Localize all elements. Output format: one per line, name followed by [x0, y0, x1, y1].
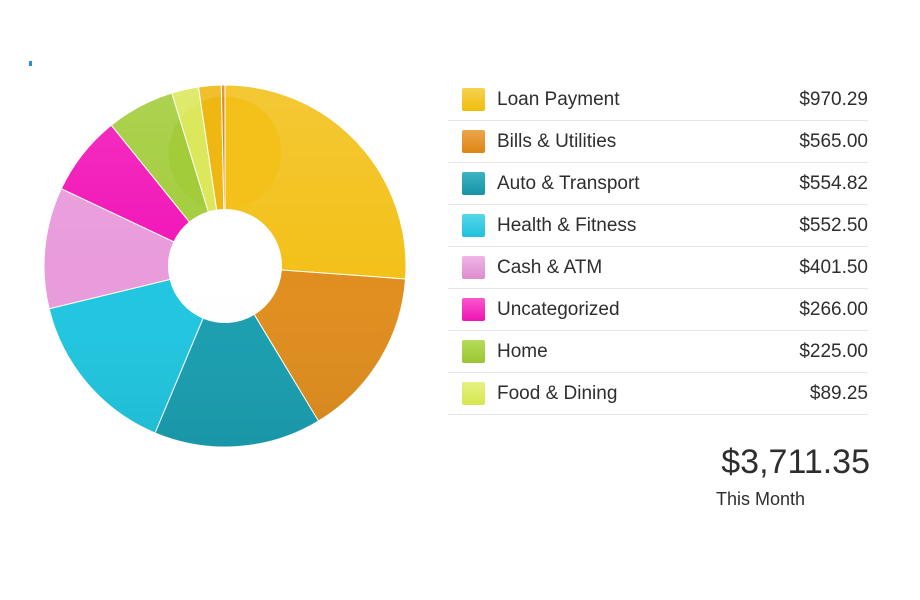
legend-row[interactable]: Home $225.00	[448, 331, 868, 373]
legend-swatch	[462, 256, 485, 279]
legend-swatch	[462, 214, 485, 237]
legend-label: Cash & ATM	[497, 256, 603, 278]
legend-label: Uncategorized	[497, 298, 620, 320]
legend-swatch	[462, 340, 485, 363]
legend-row[interactable]: Uncategorized $266.00	[448, 289, 868, 331]
legend-swatch	[462, 298, 485, 321]
legend-swatch	[462, 88, 485, 111]
legend-label: Loan Payment	[497, 88, 620, 110]
legend-amount: $89.25	[809, 382, 868, 404]
donut-chart	[25, 66, 425, 466]
legend-row[interactable]: Auto & Transport $554.82	[448, 163, 868, 205]
legend-swatch	[462, 172, 485, 195]
legend-row[interactable]: Food & Dining $89.25	[448, 373, 868, 415]
total-block: $3,711.35 This Month	[716, 443, 870, 510]
legend-amount: $401.50	[799, 256, 868, 278]
legend-amount: $565.00	[799, 130, 868, 152]
donut-chart-svg	[43, 84, 407, 448]
total-caption: This Month	[716, 489, 806, 510]
legend-row[interactable]: Loan Payment $970.29	[448, 79, 868, 121]
legend-label: Food & Dining	[497, 382, 618, 404]
legend-amount: $970.29	[799, 88, 868, 110]
legend-amount: $552.50	[799, 214, 868, 236]
legend-amount: $554.82	[799, 172, 868, 194]
clipped-blue-mark	[29, 61, 32, 66]
legend-label: Home	[497, 340, 548, 362]
legend-label: Bills & Utilities	[497, 130, 617, 152]
legend: Loan Payment $970.29 Bills & Utilities $565…	[448, 79, 868, 415]
pie-slice[interactable]	[224, 84, 407, 280]
total-amount: $3,711.35	[721, 443, 870, 481]
legend-label: Health & Fitness	[497, 214, 637, 236]
legend-amount: $225.00	[799, 340, 868, 362]
legend-row[interactable]: Health & Fitness $552.50	[448, 205, 868, 247]
legend-swatch	[462, 130, 485, 153]
legend-amount: $266.00	[799, 298, 868, 320]
legend-swatch	[462, 382, 485, 405]
legend-row[interactable]: Cash & ATM $401.50	[448, 247, 868, 289]
legend-row[interactable]: Bills & Utilities $565.00	[448, 121, 868, 163]
legend-label: Auto & Transport	[497, 172, 640, 194]
